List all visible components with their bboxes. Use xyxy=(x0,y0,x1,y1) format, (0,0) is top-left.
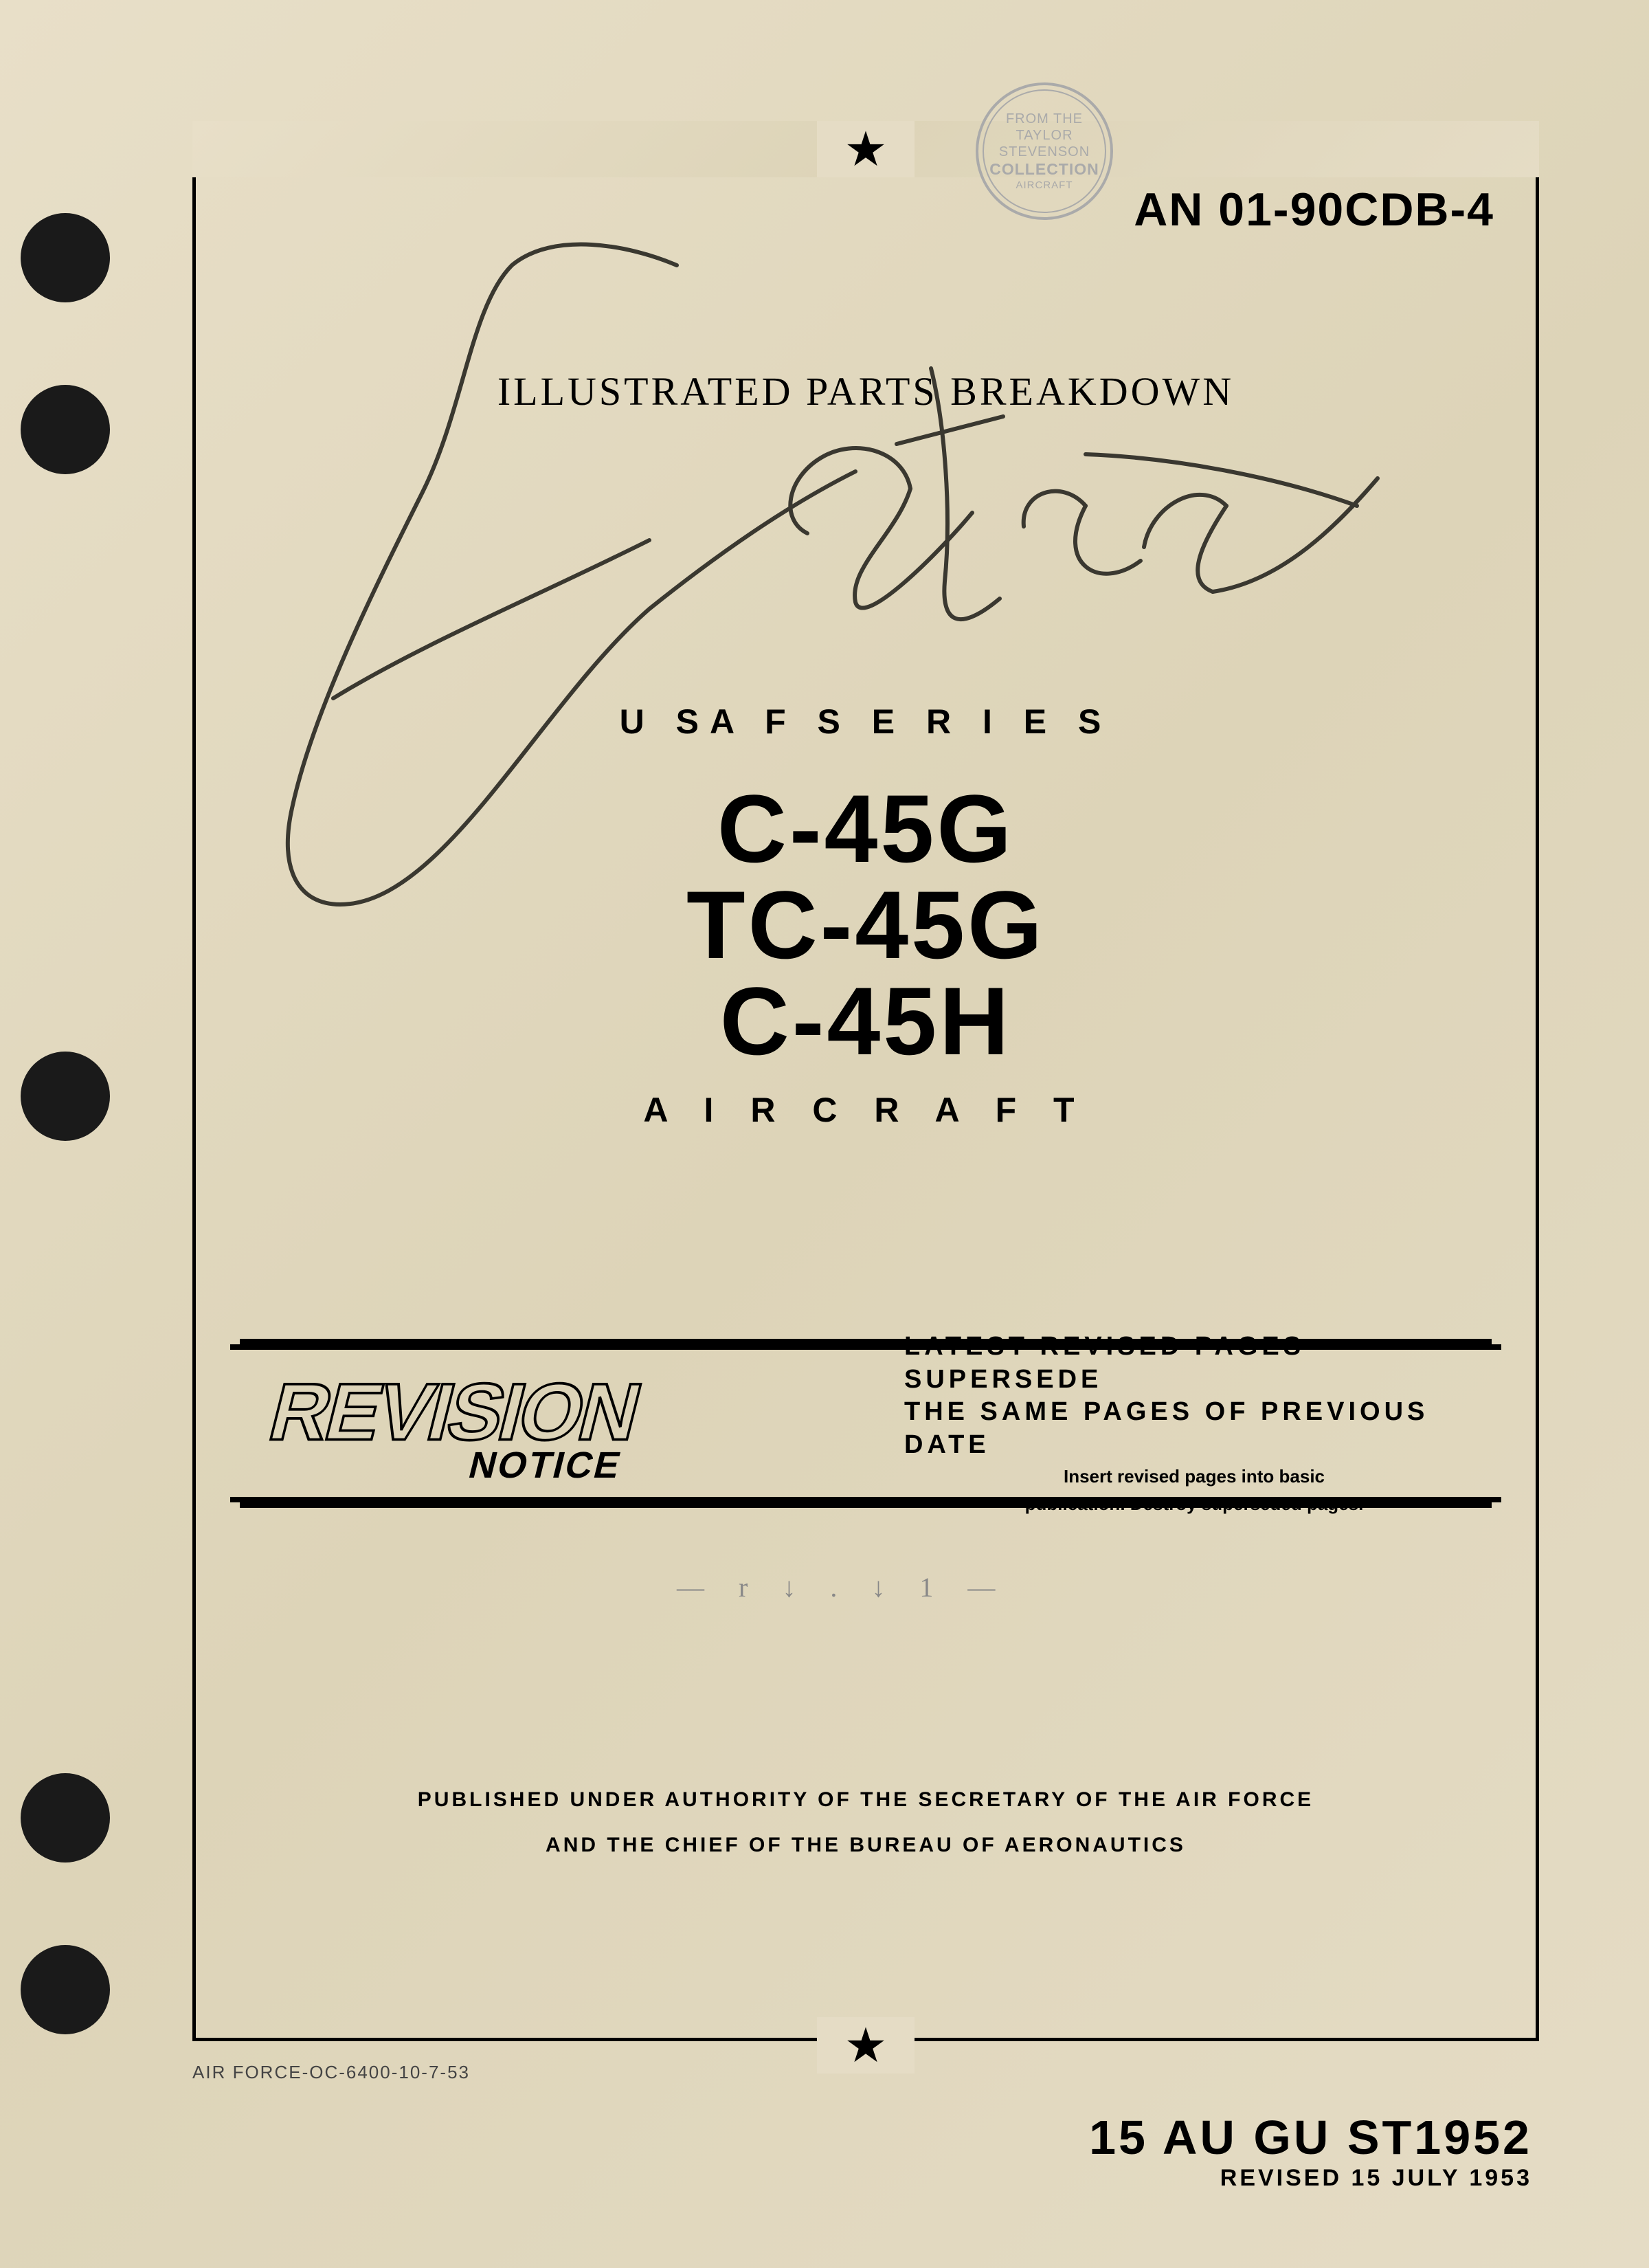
star-icon: ★ xyxy=(817,2017,915,2074)
model-3: C-45H xyxy=(196,973,1536,1069)
faint-marks: — r ↓ . ↓ 1 — xyxy=(677,1571,1009,1603)
punch-hole xyxy=(21,385,110,474)
aircraft-label: A I R C R A F T xyxy=(196,1090,1536,1130)
punch-hole xyxy=(21,1945,110,2034)
star-icon: ★ xyxy=(817,121,915,177)
punch-hole xyxy=(21,1773,110,1863)
revision-notice-box: REVISION NOTICE LATEST REVISED PAGES SUP… xyxy=(230,1344,1501,1502)
stamp-ring xyxy=(983,89,1106,213)
document-title: ILLUSTRATED PARTS BREAKDOWN xyxy=(196,368,1536,414)
document-number: AN 01-90CDB-4 xyxy=(1134,183,1494,236)
footer-dates: 15 AU GU ST1952 REVISED 15 JULY 1953 xyxy=(1089,2110,1532,2192)
publisher-line1: PUBLISHED UNDER AUTHORITY OF THE SECRETA… xyxy=(196,1777,1536,1823)
star-top: ★ xyxy=(192,121,1539,177)
punch-hole xyxy=(21,213,110,302)
footer-date: 15 AU GU ST1952 xyxy=(1089,2110,1532,2165)
collection-stamp: FROM THE TAYLOR STEVENSON COLLECTION AIR… xyxy=(976,82,1113,220)
publisher-line2: AND THE CHIEF OF THE BUREAU OF AERONAUTI… xyxy=(196,1823,1536,1868)
star-bottom: ★ xyxy=(192,2017,1539,2074)
punch-hole xyxy=(21,1052,110,1141)
revision-sub2: publication. Destroy superseded pages. xyxy=(904,1493,1484,1516)
revision-line1: LATEST REVISED PAGES SUPERSEDE xyxy=(904,1331,1484,1396)
model-1: C-45G xyxy=(196,781,1536,877)
revision-line2: THE SAME PAGES OF PREVIOUS DATE xyxy=(904,1396,1484,1461)
document-page: FROM THE TAYLOR STEVENSON COLLECTION AIR… xyxy=(0,0,1649,2268)
publisher-info: PUBLISHED UNDER AUTHORITY OF THE SECRETA… xyxy=(196,1777,1536,1868)
revision-info: LATEST REVISED PAGES SUPERSEDE THE SAME … xyxy=(890,1331,1484,1516)
content-frame: AN 01-90CDB-4 ILLUSTRATED PARTS BREAKDOW… xyxy=(192,144,1539,2041)
revision-heading-block: REVISION NOTICE xyxy=(247,1350,890,1497)
model-2: TC-45G xyxy=(196,877,1536,973)
aircraft-models: C-45G TC-45G C-45H xyxy=(196,781,1536,1069)
series-label: U SA F S E R I E S xyxy=(196,702,1536,742)
notice-text: NOTICE xyxy=(464,1444,627,1486)
revision-sub1: Insert revised pages into basic xyxy=(904,1465,1484,1489)
footer-revised: REVISED 15 JULY 1953 xyxy=(1089,2165,1532,2192)
